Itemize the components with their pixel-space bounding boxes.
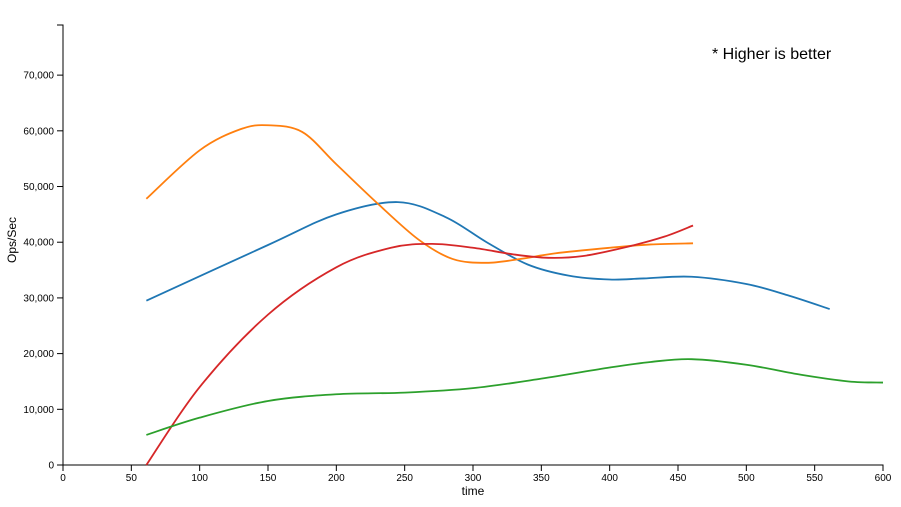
- series-line-2: [145, 124, 694, 264]
- x-tick-label: 350: [533, 473, 550, 484]
- x-tick-label: 150: [260, 473, 277, 484]
- series-lines: [145, 124, 884, 466]
- x-tick-label: 300: [465, 473, 482, 484]
- x-tick-label: 0: [60, 473, 66, 484]
- y-tick-label: 30,000: [23, 293, 54, 304]
- series-line-4: [146, 358, 884, 436]
- series-line-1: [145, 201, 830, 310]
- y-axis: 0 10,000 20,000 30,000 40,000 50,000 60,000 70,…: [23, 24, 64, 472]
- y-axis-line: [57, 24, 64, 466]
- y-tick-label: 0: [48, 461, 54, 472]
- x-axis: 0 50 100 150 200 250 300 350 400 450 500 550 600: [60, 464, 892, 484]
- y-tick-label: 70,000: [23, 71, 54, 82]
- x-axis-label: time: [462, 484, 485, 498]
- x-tick-label: 450: [670, 473, 687, 484]
- x-tick-label: 50: [126, 473, 138, 484]
- x-tick-label: 600: [875, 473, 892, 484]
- x-tick-label: 100: [191, 473, 208, 484]
- y-tick-label: 50,000: [23, 182, 54, 193]
- y-tick-label: 20,000: [23, 349, 54, 360]
- x-tick-label: 500: [738, 473, 755, 484]
- annotation-text: * Higher is better: [712, 46, 832, 63]
- y-tick-label: 10,000: [23, 405, 54, 416]
- y-axis-label: Ops/Sec: [5, 217, 19, 263]
- series-line-3: [145, 224, 694, 466]
- x-tick-label: 250: [396, 473, 413, 484]
- x-tick-label: 550: [806, 473, 823, 484]
- y-tick-label: 40,000: [23, 238, 54, 249]
- y-tick-label: 60,000: [23, 126, 54, 137]
- x-tick-label: 200: [328, 473, 345, 484]
- x-tick-label: 400: [601, 473, 618, 484]
